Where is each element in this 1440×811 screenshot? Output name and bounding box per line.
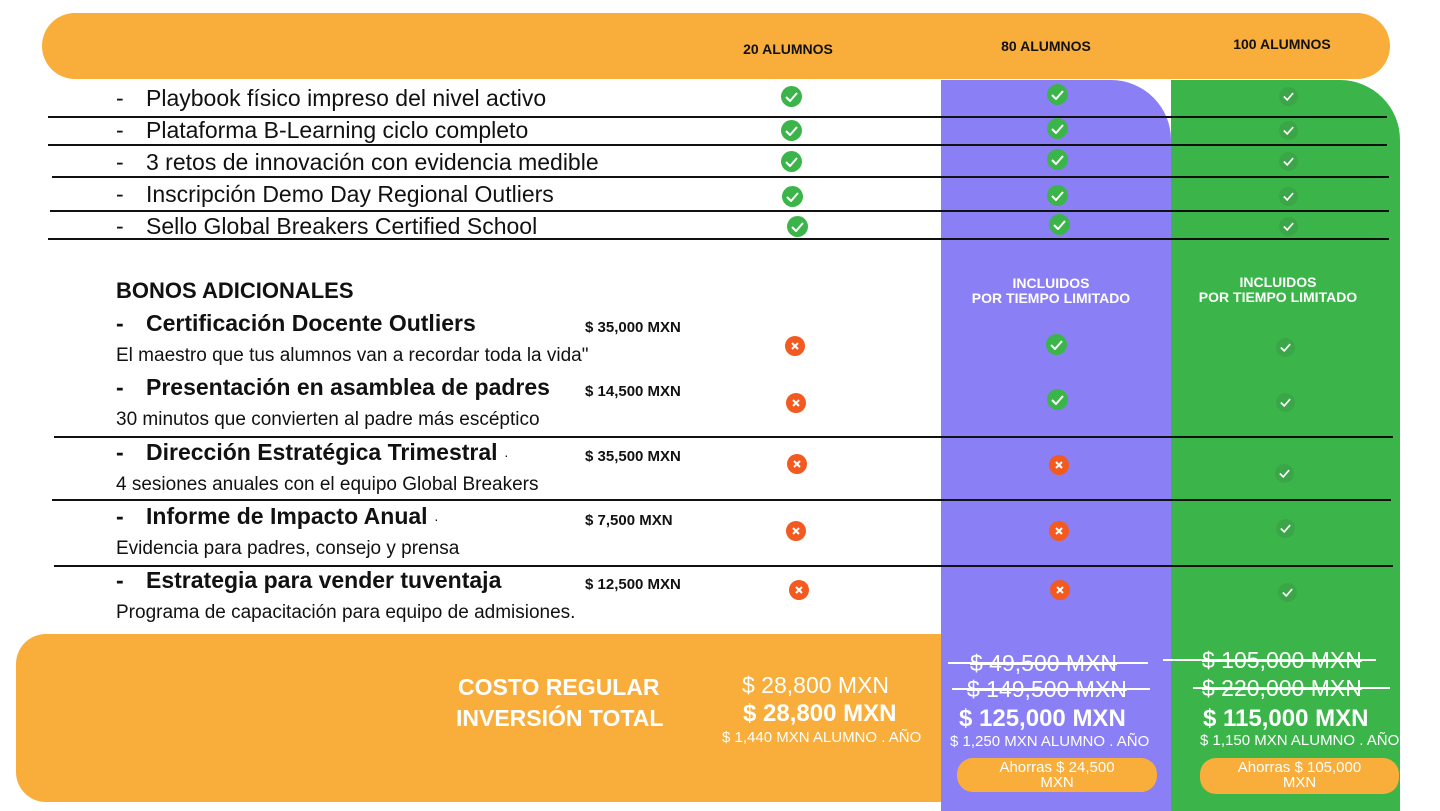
- included-label-80: INCLUIDOS POR TIEMPO LIMITADO: [971, 275, 1131, 306]
- bonus-section-title: BONOS ADICIONALES: [116, 278, 354, 303]
- check-icon: [782, 186, 803, 207]
- pricing-bar: [16, 634, 1116, 802]
- check-icon: [1279, 187, 1298, 206]
- plan-100-total-price: $ 115,000 MXN: [1203, 705, 1369, 732]
- bonus-item-title: - Informe de Impacto Anual ·: [116, 503, 439, 529]
- cross-icon: [789, 580, 809, 600]
- cross-icon: [786, 393, 806, 413]
- bonus-item-description: 4 sesiones anuales con el equipo Global …: [116, 474, 539, 495]
- check-icon: [1049, 214, 1070, 235]
- check-icon: [1047, 84, 1068, 105]
- row-divider: [52, 499, 1391, 501]
- plan-100-per-student: $ 1,150 MXN ALUMNO . AÑO: [1200, 732, 1400, 749]
- check-icon: [1046, 334, 1067, 355]
- bonus-item-description: Evidencia para padres, consejo y prensa: [116, 538, 460, 559]
- check-icon: [1047, 149, 1068, 170]
- cross-icon: [786, 521, 806, 541]
- cross-icon: [787, 454, 807, 474]
- plan-80-savings-badge: Ahorras $ 24,500 MXN: [957, 758, 1157, 792]
- strike-line: [1163, 659, 1376, 661]
- column-header-100: 100 ALUMNOS: [1233, 36, 1331, 52]
- bonus-item-price: $ 35,500 MXN: [585, 448, 681, 465]
- row-divider: [50, 210, 1389, 212]
- feature-row: -3 retos de innovación con evidencia med…: [116, 149, 599, 175]
- check-icon: [1279, 87, 1298, 106]
- feature-row: - Sello Global Breakers Certified School: [116, 213, 538, 239]
- bonus-item-description: Programa de capacitación para equipo de …: [116, 602, 576, 623]
- cross-icon: [1050, 580, 1070, 600]
- check-icon: [1276, 393, 1295, 412]
- bonus-item-price: $ 7,500 MXN: [585, 512, 673, 529]
- check-icon: [787, 216, 808, 237]
- bonus-item-title: - Certificación Docente Outliers: [116, 310, 476, 336]
- row-divider: [54, 565, 1393, 567]
- bonus-item-price: $ 35,000 MXN: [585, 319, 681, 336]
- check-icon: [1047, 389, 1068, 410]
- strike-line: [1193, 687, 1390, 689]
- plan-80-total-price: $ 125,000 MXN: [959, 705, 1126, 732]
- bonus-item-title: - Estrategia para vender tuventaja: [116, 567, 502, 593]
- check-icon: [1276, 519, 1295, 538]
- check-icon: [1279, 152, 1298, 171]
- check-icon: [1279, 121, 1298, 140]
- regular-cost-label: COSTO REGULAR: [458, 674, 660, 700]
- row-divider: [48, 116, 1387, 118]
- check-icon: [781, 151, 802, 172]
- plan-80-per-student: $ 1,250 MXN ALUMNO . AÑO: [950, 733, 1150, 750]
- bonus-item-description: El maestro que tus alumnos van a recorda…: [116, 345, 589, 366]
- check-icon: [1275, 464, 1294, 483]
- check-icon: [1276, 338, 1295, 357]
- bonus-item-description: 30 minutos que convierten al padre más e…: [116, 409, 540, 430]
- total-investment-label: INVERSIÓN TOTAL: [456, 705, 664, 731]
- bonus-item-title: - Dirección Estratégica Trimestral ·: [116, 439, 509, 465]
- plan-20-per-student: $ 1,440 MXN ALUMNO . AÑO: [722, 729, 922, 746]
- cross-icon: [1049, 455, 1069, 475]
- plan-100-savings-badge: Ahorras $ 105,000 MXN: [1200, 758, 1399, 794]
- strike-line: [948, 662, 1148, 664]
- check-icon: [1047, 118, 1068, 139]
- bonus-item-price: $ 12,500 MXN: [585, 576, 681, 593]
- feature-row: - Playbook físico impreso del nivel activ…: [116, 85, 547, 111]
- check-icon: [1278, 583, 1297, 602]
- row-divider: [48, 238, 1389, 240]
- row-divider: [52, 176, 1389, 178]
- plan-20-regular-price: $ 28,800 MXN: [742, 672, 890, 698]
- check-icon: [1279, 217, 1298, 236]
- included-label-100: INCLUIDOS POR TIEMPO LIMITADO: [1198, 274, 1358, 305]
- column-header-80: 80 ALUMNOS: [1001, 38, 1091, 54]
- header-bar: [42, 13, 1390, 79]
- check-icon: [1047, 185, 1068, 206]
- bonus-item-price: $ 14,500 MXN: [585, 383, 681, 400]
- check-icon: [781, 86, 802, 107]
- row-divider: [54, 436, 1393, 438]
- strike-line: [952, 688, 1150, 690]
- check-icon: [781, 120, 802, 141]
- column-header-20: 20 ALUMNOS: [743, 41, 833, 57]
- bonus-item-title: - Presentación en asamblea de padres: [116, 374, 550, 400]
- cross-icon: [1049, 521, 1069, 541]
- feature-row: - Plataforma B-Learning ciclo completo: [116, 117, 529, 143]
- row-divider: [48, 144, 1387, 146]
- cross-icon: [785, 336, 805, 356]
- plan-20-total-price: $ 28,800 MXN: [743, 700, 897, 727]
- feature-row: - Inscripción Demo Day Regional Outliers: [116, 181, 554, 207]
